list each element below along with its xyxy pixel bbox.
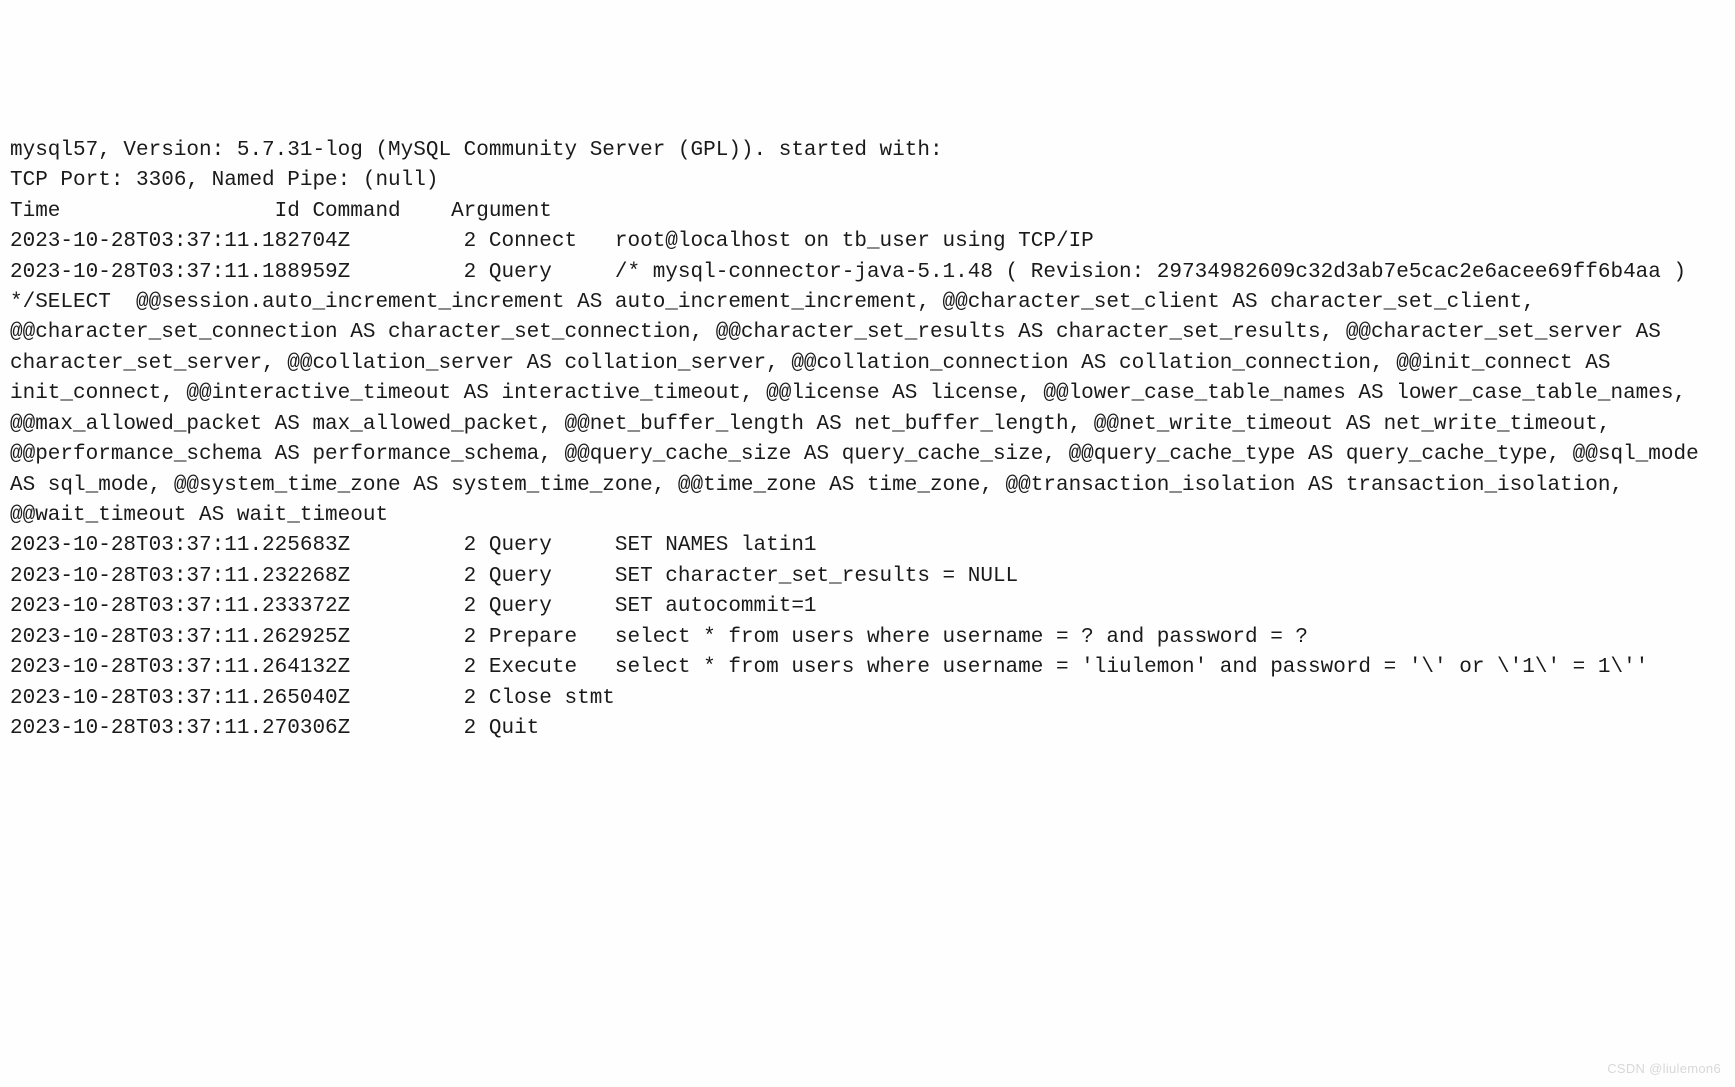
mysql-log-output: mysql57, Version: 5.7.31-log (MySQL Comm… [10, 136, 1725, 745]
watermark-text: CSDN @liulemon6 [1607, 1060, 1721, 1079]
